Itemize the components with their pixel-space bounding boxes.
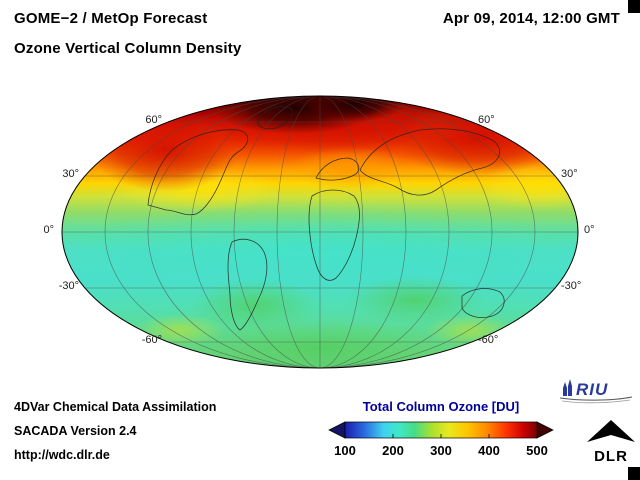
colorbar-tick-100: 100	[334, 443, 356, 458]
globe-outline	[61, 95, 579, 369]
lat-label-m60-right: -60°	[478, 334, 499, 346]
colorbar-tick-200: 200	[382, 443, 404, 458]
colorbar-tick-500: 500	[526, 443, 548, 458]
footer-assimilation: 4DVar Chemical Data Assimilation	[14, 400, 217, 414]
page-title: GOME−2 / MetOp Forecast	[14, 10, 208, 27]
lat-label-60-right: 60°	[478, 114, 495, 126]
lat-label-30-left: 30°	[62, 168, 79, 180]
riu-logo-line	[560, 396, 633, 401]
dlr-wing-icon	[587, 420, 635, 442]
colorbar-left-arrow	[328, 421, 346, 439]
riu-logo: RIU	[560, 379, 633, 404]
page-subtitle: Ozone Vertical Column Density	[14, 40, 242, 57]
lat-label-m60-left: -60°	[141, 334, 162, 346]
colorbar-tick-400: 400	[478, 443, 500, 458]
footer-url: http://wdc.dlr.de	[14, 448, 110, 462]
colorbar-tick-300: 300	[430, 443, 452, 458]
colorbar-tickmarks	[344, 434, 538, 438]
riu-cathedral-icon	[563, 379, 572, 396]
lat-label-m30-left: -30°	[58, 280, 79, 292]
colorbar-right-arrow	[536, 421, 554, 439]
window-corner-mark-top	[628, 0, 640, 13]
forecast-datetime: Apr 09, 2014, 12:00 GMT	[442, 10, 620, 27]
lat-label-30-right: 30°	[561, 168, 578, 180]
coastlines	[147, 106, 505, 331]
colorbar	[328, 421, 554, 439]
graticule	[62, 96, 578, 368]
lat-label-0-right: 0°	[584, 224, 595, 236]
lat-label-60-left: 60°	[145, 114, 162, 126]
lat-label-0-left: 0°	[43, 224, 54, 236]
riu-logo-line2	[561, 399, 631, 404]
dlr-logo-text: DLR	[594, 448, 628, 465]
window-corner-mark-bottom	[628, 467, 640, 480]
footer-version: SACADA Version 2.4	[14, 424, 137, 438]
riu-logo-text: RIU	[576, 380, 608, 399]
colorbar-title: Total Column Ozone [DU]	[362, 399, 520, 414]
ozone-field	[62, 96, 578, 368]
lat-label-m30-right: -30°	[561, 280, 582, 292]
dlr-logo: DLR	[587, 420, 635, 465]
